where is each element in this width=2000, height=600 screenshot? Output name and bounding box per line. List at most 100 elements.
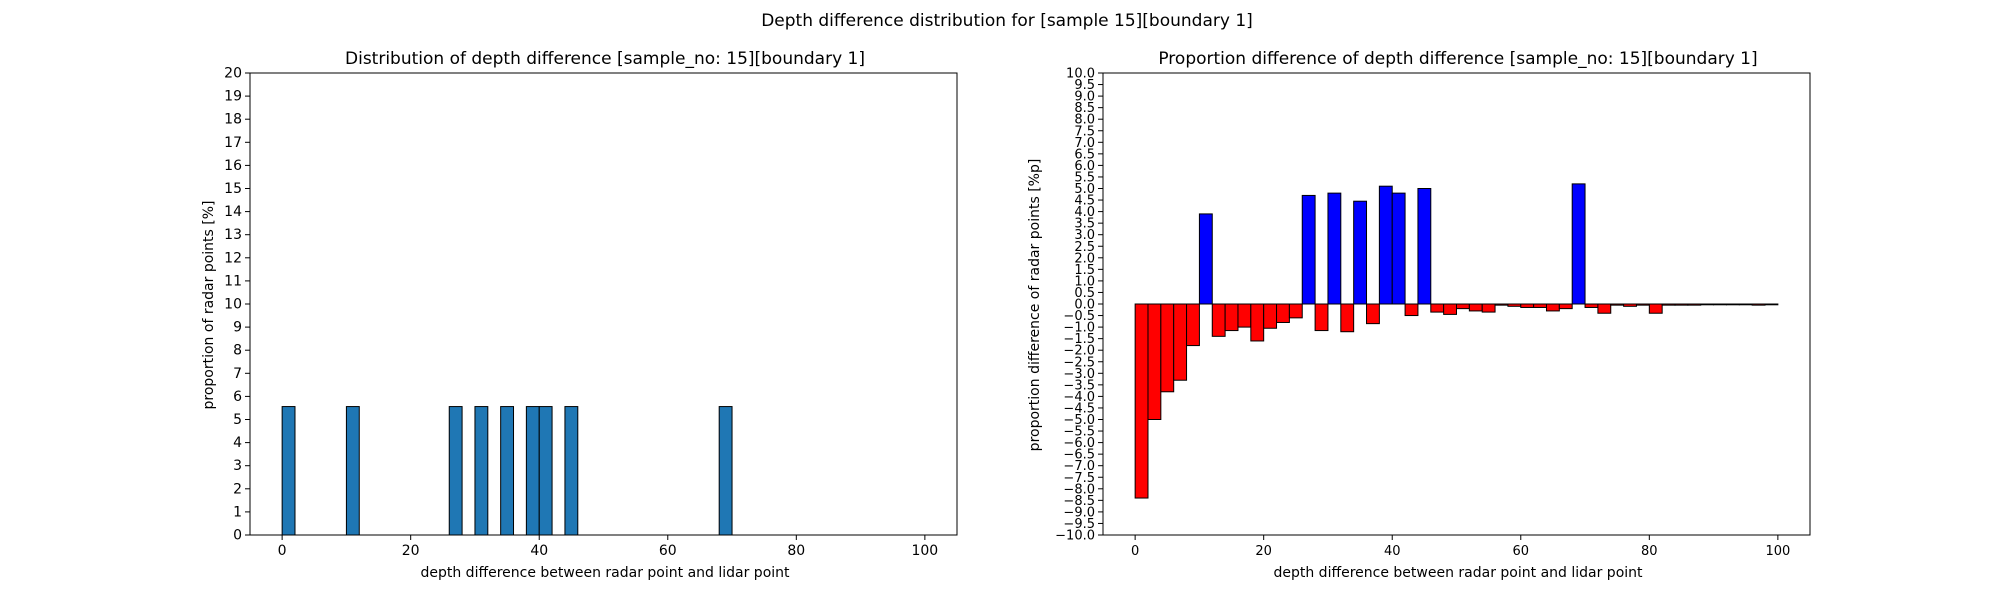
proportion-difference-x-tick-label: 60 xyxy=(1512,544,1529,559)
proportion-difference-y-tick-label: −8.0 xyxy=(1063,482,1095,497)
distribution-chart-xlabel: depth difference between radar point and… xyxy=(420,565,790,581)
proportion-difference-chart: Proportion difference of depth differenc… xyxy=(1027,49,1811,581)
proportion-difference-y-tick-label: 2.5 xyxy=(1074,240,1095,255)
proportion-difference-bar xyxy=(1713,303,1727,306)
proportion-difference-y-tick-label: 1.0 xyxy=(1074,274,1095,289)
proportion-difference-bar xyxy=(1366,303,1380,325)
proportion-difference-y-tick-label: 4.5 xyxy=(1074,194,1095,209)
proportion-difference-bar xyxy=(1147,303,1162,420)
distribution-y-tick-label: 15 xyxy=(224,181,242,197)
proportion-difference-bar xyxy=(1211,303,1226,337)
proportion-difference-bar xyxy=(1725,303,1740,306)
proportion-difference-y-tick-label: 9.5 xyxy=(1074,78,1095,93)
proportion-difference-y-tick-label: −7.0 xyxy=(1063,459,1095,474)
proportion-difference-bar xyxy=(1443,303,1458,315)
proportion-difference-bar xyxy=(1353,200,1368,305)
proportion-difference-y-tick-label: −7.5 xyxy=(1063,471,1095,486)
proportion-difference-bar xyxy=(1584,303,1599,308)
proportion-difference-y-tick-label: 5.5 xyxy=(1074,170,1095,185)
proportion-difference-bar xyxy=(1674,303,1689,306)
proportion-difference-bar xyxy=(1417,188,1432,305)
proportion-difference-y-tick-label: 1.5 xyxy=(1074,263,1095,278)
distribution-x-tick-label: 20 xyxy=(402,543,420,559)
distribution-y-tick-label: 11 xyxy=(224,273,242,289)
distribution-y-tick-label: 18 xyxy=(224,112,242,128)
proportion-difference-bar xyxy=(1571,183,1586,305)
proportion-difference-bar xyxy=(1301,194,1316,305)
distribution-x-tick-label: 60 xyxy=(659,543,677,559)
distribution-x-tick-label: 0 xyxy=(278,543,287,559)
proportion-difference-y-tick-label: −4.0 xyxy=(1063,390,1095,405)
proportion-difference-y-tick-label: −3.0 xyxy=(1063,367,1095,382)
proportion-difference-y-tick-label: 6.5 xyxy=(1074,147,1095,162)
distribution-y-tick-label: 10 xyxy=(224,297,242,313)
proportion-difference-bar xyxy=(1738,303,1753,306)
proportion-difference-y-tick-label: −2.0 xyxy=(1063,344,1095,359)
distribution-chart-title: Distribution of depth difference [sample… xyxy=(345,49,865,69)
distribution-bar xyxy=(448,406,463,536)
proportion-difference-bar xyxy=(1263,303,1278,329)
distribution-chart: Distribution of depth difference [sample… xyxy=(201,49,958,581)
proportion-difference-y-tick-label: 8.0 xyxy=(1074,113,1095,128)
proportion-difference-y-tick-label: 10.0 xyxy=(1066,67,1095,82)
distribution-y-tick-label: 14 xyxy=(224,204,242,220)
proportion-difference-y-tick-label: 8.5 xyxy=(1074,101,1095,116)
proportion-difference-bar xyxy=(1404,303,1419,317)
proportion-difference-bar xyxy=(1173,303,1188,381)
distribution-bar xyxy=(525,406,540,536)
proportion-difference-y-tick-label: 0.0 xyxy=(1074,298,1095,313)
distribution-y-tick-label: 1 xyxy=(233,504,242,520)
proportion-difference-bar xyxy=(1327,192,1342,305)
figure-suptitle: Depth difference distribution for [sampl… xyxy=(761,11,1253,31)
proportion-difference-bar xyxy=(1378,185,1393,305)
proportion-difference-y-tick-label: −1.5 xyxy=(1063,332,1095,347)
proportion-difference-bar xyxy=(1340,303,1355,333)
proportion-difference-y-tick-label: 6.0 xyxy=(1074,159,1095,174)
proportion-difference-bar xyxy=(1314,303,1329,332)
distribution-bar xyxy=(564,406,579,536)
proportion-difference-bar xyxy=(1545,303,1560,312)
proportion-difference-x-tick-label: 100 xyxy=(1765,544,1790,559)
proportion-difference-y-tick-label: −5.5 xyxy=(1063,425,1095,440)
distribution-y-tick-label: 12 xyxy=(224,250,242,266)
distribution-bar xyxy=(281,406,296,536)
proportion-difference-y-tick-label: 3.0 xyxy=(1074,228,1095,243)
distribution-y-tick-label: 7 xyxy=(233,366,242,382)
distribution-bar xyxy=(718,406,733,536)
proportion-difference-y-tick-label: −9.0 xyxy=(1063,505,1095,520)
proportion-difference-bar xyxy=(1160,303,1175,393)
proportion-difference-bar xyxy=(1250,303,1265,342)
proportion-difference-y-tick-label: −9.5 xyxy=(1063,517,1095,532)
proportion-difference-bar xyxy=(1507,303,1522,307)
distribution-y-tick-label: 3 xyxy=(233,458,242,474)
proportion-difference-y-tick-label: −3.5 xyxy=(1063,378,1095,393)
proportion-difference-bar xyxy=(1751,303,1766,306)
proportion-difference-bar xyxy=(1134,303,1149,499)
proportion-difference-bar xyxy=(1687,303,1702,306)
proportion-difference-y-tick-label: −6.5 xyxy=(1063,448,1095,463)
proportion-difference-bar xyxy=(1700,303,1715,306)
proportion-difference-bar xyxy=(1391,192,1406,305)
distribution-y-tick-label: 0 xyxy=(233,528,242,544)
distribution-y-tick-label: 20 xyxy=(224,66,242,82)
distribution-x-tick-label: 40 xyxy=(530,543,548,559)
distribution-y-tick-label: 4 xyxy=(233,435,242,451)
proportion-difference-bar xyxy=(1635,303,1650,306)
proportion-difference-bar xyxy=(1520,303,1535,308)
distribution-y-tick-label: 2 xyxy=(233,481,242,497)
proportion-difference-bar xyxy=(1481,303,1496,313)
proportion-difference-bar xyxy=(1661,303,1676,306)
proportion-difference-y-tick-label: −5.0 xyxy=(1063,413,1095,428)
distribution-y-tick-label: 13 xyxy=(224,227,242,243)
proportion-difference-x-tick-label: 40 xyxy=(1384,544,1401,559)
proportion-difference-bar xyxy=(1186,303,1200,347)
proportion-difference-bar xyxy=(1276,303,1290,323)
proportion-difference-bar xyxy=(1623,303,1637,307)
proportion-difference-bar xyxy=(1456,303,1470,310)
proportion-difference-bar xyxy=(1494,303,1509,306)
proportion-difference-bar xyxy=(1468,303,1483,312)
proportion-difference-x-tick-label: 80 xyxy=(1641,544,1658,559)
distribution-bar xyxy=(538,406,553,536)
